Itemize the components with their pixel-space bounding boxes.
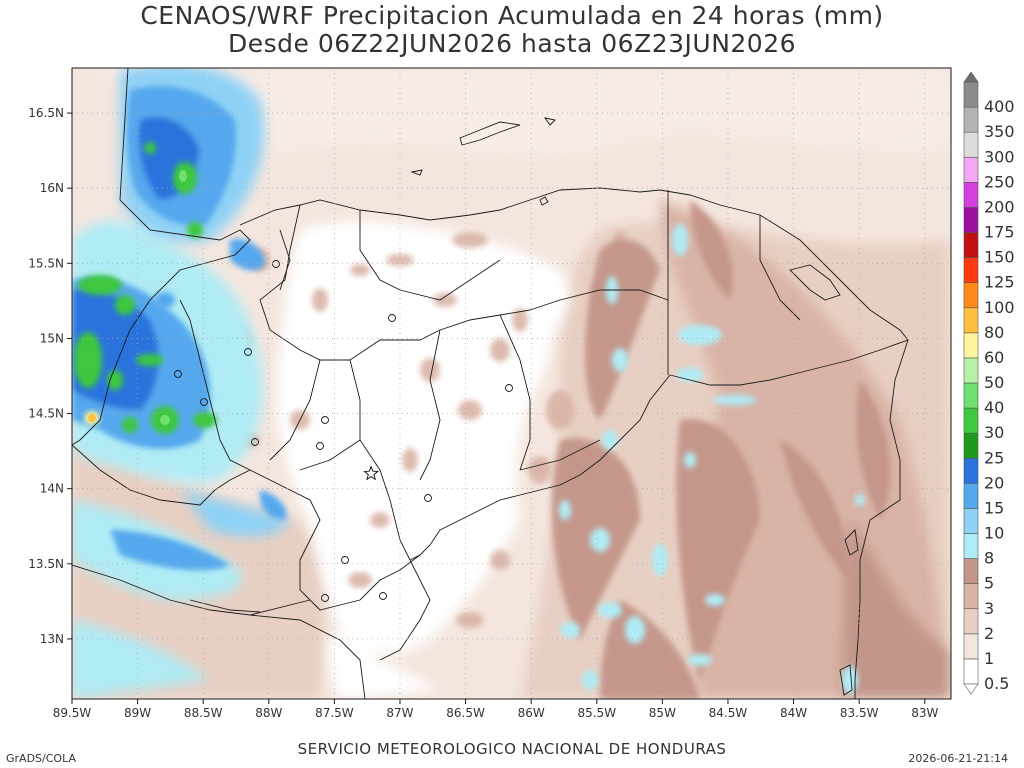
y-tick-label: 13N: [40, 632, 64, 646]
x-tick-label: 86.5W: [446, 706, 485, 720]
capital-star-icon: [363, 465, 380, 481]
colorbar-label: 3: [984, 599, 994, 618]
colorbar-label: 8: [984, 549, 994, 568]
colorbar-swatch: [963, 583, 979, 610]
latitude-axis: 13N 13.5N 14N 14.5N 15N 15.5N 16N 16.5N: [28, 106, 72, 646]
colorbar-legend: 0.5 1 2 3 5 8 10 15 20 25 30 40 50 60 80 100 125 150 175 20…: [963, 71, 1015, 695]
colorbar-swatch: [963, 483, 979, 509]
colorbar-label: 1: [984, 649, 994, 668]
x-tick-label: 83.5W: [840, 706, 879, 720]
colorbar-label: 150: [984, 248, 1015, 267]
colorbar-label: 200: [984, 197, 1015, 216]
colorbar-swatch: [963, 357, 979, 384]
colorbar-swatch: [963, 106, 979, 133]
colorbar-label: 350: [984, 122, 1015, 141]
colorbar-label: 50: [984, 373, 1004, 392]
colorbar-label: 250: [984, 172, 1015, 191]
colorbar-label: 0.5: [984, 674, 1009, 693]
x-tick-label: 87W: [386, 706, 413, 720]
colorbar-swatch: [963, 207, 979, 233]
x-tick-label: 87.5W: [315, 706, 354, 720]
x-tick-label: 88.5W: [184, 706, 223, 720]
y-tick-label: 16N: [40, 181, 64, 195]
colorbar-swatch: [963, 407, 979, 434]
y-tick-label: 13.5N: [28, 557, 64, 571]
colorbar-swatch: [963, 257, 979, 283]
colorbar-swatch: [963, 533, 979, 559]
colorbar-swatch: [963, 558, 979, 584]
colorbar-label: 80: [984, 323, 1004, 342]
colorbar-label: 2: [984, 624, 994, 643]
title-line-1: CENAOS/WRF Precipitacion Acumulada en 24…: [140, 1, 884, 30]
colorbar-label: 10: [984, 524, 1004, 543]
colorbar-bottom-cap: [963, 683, 979, 695]
x-tick-label: 85W: [649, 706, 676, 720]
title-line-2: Desde 06Z22JUN2026 hasta 06Z23JUN2026: [227, 29, 797, 58]
colorbar-swatch: [963, 457, 979, 484]
precipitation-field: [72, 68, 951, 699]
colorbar-label: 175: [984, 223, 1015, 242]
x-tick-label: 83W: [911, 706, 938, 720]
colorbar-swatch: [963, 81, 979, 108]
x-tick-label: 89W: [124, 706, 151, 720]
colorbar-swatch: [963, 432, 979, 459]
colorbar-swatch: [963, 182, 979, 208]
x-tick-label: 89.5W: [53, 706, 92, 720]
colorbar-top-cap: [963, 71, 979, 83]
y-tick-label: 14.5N: [28, 407, 64, 421]
y-tick-label: 15N: [40, 331, 64, 345]
colorbar-swatch: [963, 332, 979, 359]
x-tick-label: 84W: [780, 706, 807, 720]
colorbar-swatch: [963, 232, 979, 258]
x-tick-label: 85.5W: [577, 706, 616, 720]
colorbar-label: 300: [984, 147, 1015, 166]
agency-name: SERVICIO METEOROLOGICO NACIONAL DE HONDU…: [297, 740, 727, 758]
colorbar-label: 20: [984, 473, 1004, 492]
colorbar-label: 5: [984, 574, 994, 593]
colorbar-label: 100: [984, 298, 1015, 317]
plot-frame: [71, 67, 952, 700]
colorbar-label: 60: [984, 348, 1004, 367]
colorbar-swatch: [963, 156, 979, 183]
colorbar-label: 15: [984, 498, 1004, 517]
colorbar-swatch: [963, 282, 979, 309]
longitude-axis: 89.5W 89W 88.5W 88W 87.5W 87W 86.5W 86W 85.5W 85W…: [53, 699, 938, 720]
y-tick-label: 14N: [40, 482, 64, 496]
software-credit: GrADS/COLA: [6, 752, 76, 765]
colorbar-label: 30: [984, 423, 1004, 442]
colorbar-swatch: [963, 131, 979, 158]
timestamp: 2026-06-21-21:14: [908, 752, 1008, 765]
colorbar-label: 40: [984, 398, 1004, 417]
x-tick-label: 84.5W: [709, 706, 748, 720]
y-tick-label: 15.5N: [28, 256, 64, 270]
colorbar-swatch: [963, 633, 979, 660]
colorbar-swatch: [963, 508, 979, 534]
colorbar-label: 125: [984, 273, 1015, 292]
colorbar-swatch: [963, 382, 979, 409]
colorbar-swatch: [963, 608, 979, 635]
colorbar-label: 25: [984, 448, 1004, 467]
map-grid: [72, 68, 951, 699]
x-tick-label: 88W: [255, 706, 282, 720]
colorbar-swatch: [963, 658, 979, 685]
colorbar-label: 400: [984, 97, 1015, 116]
y-tick-label: 16.5N: [28, 106, 64, 120]
x-tick-label: 86W: [518, 706, 545, 720]
colorbar-swatch: [963, 307, 979, 334]
map-title: CENAOS/WRF Precipitacion Acumulada en 24…: [0, 2, 1024, 58]
